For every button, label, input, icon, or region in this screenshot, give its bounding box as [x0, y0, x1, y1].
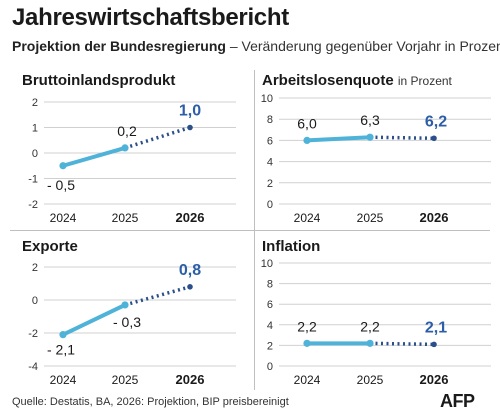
series-line-projection: [369, 341, 435, 347]
y-tick-label: 0: [267, 199, 273, 211]
y-tick-label: 8: [267, 114, 273, 126]
chart-exports: -4 -2 0 2 2024 2025 2026 - 2,1 - 0,3 0,8: [28, 262, 236, 387]
data-label: 0,8: [179, 262, 201, 279]
series-line-projection: [369, 135, 435, 141]
x-tick-label: 2026: [420, 372, 449, 387]
data-label: 2,1: [425, 319, 447, 336]
y-tick-label: 0: [32, 295, 38, 307]
afp-logo: AFP: [440, 391, 475, 411]
x-tick-label: 2025: [112, 211, 139, 225]
panel-unit-unemployment: in Prozent: [397, 74, 452, 88]
y-tick-label: 10: [261, 258, 273, 270]
panel-title-unemployment: Arbeitslosenquote in Prozent: [262, 72, 452, 89]
chart-inflation: 0 2 4 6 8 10 2024 2025 2026 2,2 2,2 2,1: [261, 258, 491, 387]
x-tick-label: 2026: [420, 210, 449, 225]
y-tick-label: 10: [261, 93, 273, 105]
y-tick-label: 4: [267, 157, 273, 169]
data-point: [121, 301, 129, 309]
y-tick-label: 4: [267, 320, 273, 332]
y-tick-label: 0: [267, 361, 273, 373]
y-tick-label: -1: [28, 174, 38, 186]
data-point-projection: [431, 135, 437, 142]
data-point: [366, 133, 374, 141]
panel-title-unemployment-text: Arbeitslosenquote: [262, 72, 394, 89]
data-label: - 0,3: [113, 314, 141, 330]
y-tick-label: 2: [267, 340, 273, 352]
divider-vertical: [254, 70, 255, 390]
subtitle: Projektion der Bundesregierung – Verände…: [12, 38, 500, 54]
series-line-actual: [305, 135, 372, 143]
data-label: 6,0: [297, 115, 317, 131]
page-title: Jahreswirtschaftsbericht: [12, 4, 289, 31]
data-point: [366, 339, 374, 347]
data-label: - 0,5: [47, 177, 75, 193]
y-tick-label: 8: [267, 279, 273, 291]
data-label: 6,2: [425, 113, 447, 130]
panel-title-inflation: Inflation: [262, 238, 320, 255]
chart-gdp: -2 -1 0 1 2 2024 2025 2026 - 0,5 0,2 1,0: [28, 97, 236, 225]
x-tick-label: 2026: [176, 210, 205, 225]
y-tick-label: 6: [267, 299, 273, 311]
y-tick-label: 6: [267, 135, 273, 147]
y-tick-label: 2: [267, 178, 273, 190]
data-point: [121, 144, 129, 152]
x-tick-label: 2025: [357, 373, 384, 387]
data-label: 1,0: [179, 103, 201, 120]
data-point-projection: [431, 341, 437, 348]
source-note: Quelle: Destatis, BA, 2026: Projektion, …: [12, 396, 289, 408]
series-line-projection: [124, 125, 191, 150]
panel-title-gdp: Bruttoinlandsprodukt: [22, 72, 175, 89]
subtitle-rest: – Veränderung gegenüber Vorjahr in Proze…: [225, 38, 500, 54]
data-label: 2,2: [360, 318, 380, 334]
series-line-actual: [61, 145, 127, 168]
data-point: [59, 162, 67, 170]
y-tick-label: 1: [32, 123, 38, 135]
panel-title-exports: Exporte: [22, 238, 78, 255]
data-point: [303, 136, 311, 144]
data-label: 6,3: [360, 112, 380, 128]
x-tick-label: 2025: [112, 373, 139, 387]
series-line-projection: [124, 285, 191, 307]
x-tick-label: 2026: [176, 372, 205, 387]
y-tick-label: -2: [28, 328, 38, 340]
series-line-actual: [61, 302, 127, 337]
panel-title-exports-text: Exporte: [22, 238, 78, 255]
data-point: [303, 339, 311, 347]
subtitle-strong: Projektion der Bundesregierung: [12, 38, 226, 54]
panel-title-inflation-text: Inflation: [262, 238, 321, 255]
data-point: [59, 331, 67, 339]
data-point-projection: [187, 124, 193, 131]
x-tick-label: 2024: [294, 373, 321, 387]
data-label: 0,2: [117, 123, 137, 139]
x-tick-label: 2024: [50, 373, 77, 387]
data-point-projection: [187, 284, 193, 290]
x-tick-label: 2025: [357, 211, 384, 225]
y-tick-label: 2: [32, 97, 38, 109]
y-tick-label: -2: [28, 199, 38, 211]
panel-title-gdp-text: Bruttoinlandsprodukt: [22, 72, 176, 89]
chart-unemployment: 0 2 4 6 8 10 2024 2025 2026 6,0 6,3 6,2: [261, 93, 491, 225]
x-tick-label: 2024: [50, 211, 77, 225]
divider-horizontal: [10, 230, 490, 231]
data-label: 2,2: [297, 318, 317, 334]
x-tick-label: 2024: [294, 211, 321, 225]
y-tick-label: 2: [32, 262, 38, 274]
data-label: - 2,1: [47, 342, 75, 358]
y-tick-label: 0: [32, 148, 38, 160]
y-tick-label: -4: [28, 361, 38, 373]
